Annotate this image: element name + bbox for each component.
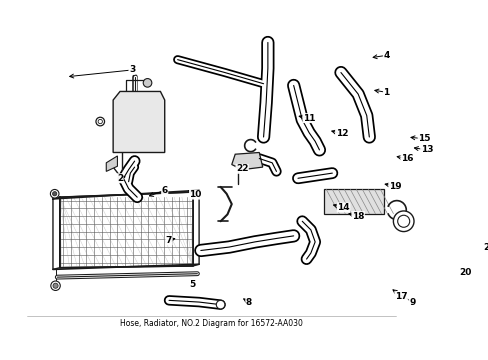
Polygon shape bbox=[60, 192, 193, 268]
Text: 14: 14 bbox=[337, 203, 349, 212]
Circle shape bbox=[53, 283, 58, 288]
Circle shape bbox=[96, 117, 104, 126]
Text: 19: 19 bbox=[388, 181, 401, 190]
Text: 2: 2 bbox=[117, 174, 123, 183]
Circle shape bbox=[52, 192, 57, 196]
Polygon shape bbox=[106, 156, 117, 171]
Text: 13: 13 bbox=[420, 145, 432, 154]
Circle shape bbox=[50, 189, 59, 198]
Polygon shape bbox=[323, 189, 383, 215]
Circle shape bbox=[216, 300, 224, 309]
Polygon shape bbox=[231, 153, 262, 170]
Text: 6: 6 bbox=[161, 186, 167, 195]
Text: Hose, Radiator, NO.2 Diagram for 16572-AA030: Hose, Radiator, NO.2 Diagram for 16572-A… bbox=[120, 319, 303, 328]
Text: 9: 9 bbox=[408, 298, 415, 307]
Circle shape bbox=[143, 78, 151, 87]
Text: 3: 3 bbox=[129, 66, 135, 75]
Polygon shape bbox=[113, 91, 164, 153]
Text: 16: 16 bbox=[400, 154, 412, 163]
Text: 11: 11 bbox=[302, 114, 315, 123]
Text: 20: 20 bbox=[458, 268, 471, 277]
Text: 18: 18 bbox=[351, 212, 364, 221]
Text: 10: 10 bbox=[189, 190, 202, 199]
Circle shape bbox=[51, 281, 60, 291]
Text: 12: 12 bbox=[335, 129, 347, 138]
Text: 17: 17 bbox=[394, 292, 407, 301]
Text: 8: 8 bbox=[245, 298, 252, 307]
Text: 1: 1 bbox=[383, 88, 389, 97]
Circle shape bbox=[392, 211, 413, 231]
Text: 7: 7 bbox=[165, 236, 172, 245]
Text: 22: 22 bbox=[235, 164, 248, 173]
Text: 15: 15 bbox=[417, 134, 430, 143]
Text: 4: 4 bbox=[383, 51, 389, 60]
Text: 5: 5 bbox=[189, 280, 195, 289]
Text: 21: 21 bbox=[483, 243, 488, 252]
